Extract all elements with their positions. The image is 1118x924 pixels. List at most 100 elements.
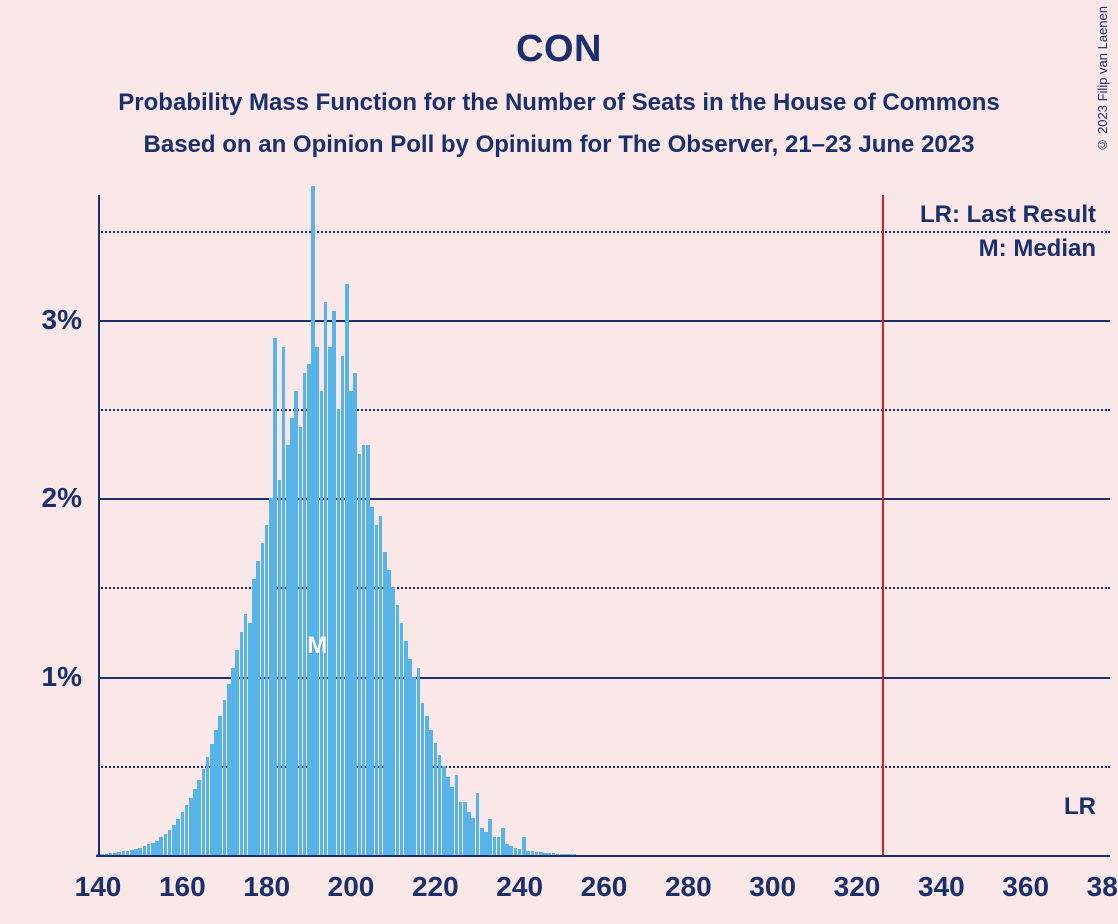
x-tick-label: 220 (412, 871, 459, 903)
pmf-bar (168, 830, 172, 855)
pmf-bar (286, 445, 290, 855)
pmf-bar (429, 730, 433, 855)
pmf-bar (294, 391, 298, 855)
pmf-bar (147, 844, 151, 855)
pmf-bar (362, 445, 366, 855)
pmf-bar (345, 284, 349, 855)
pmf-bar (421, 703, 425, 855)
last-result-label: LR (1064, 793, 1096, 821)
pmf-bar (383, 552, 387, 855)
pmf-bar (172, 825, 176, 855)
x-tick-label: 200 (328, 871, 375, 903)
chart-title: CON (0, 0, 1118, 71)
pmf-bar (164, 834, 168, 855)
pmf-bar (328, 347, 332, 855)
pmf-bar (311, 186, 315, 855)
pmf-bar (522, 837, 526, 855)
pmf-bar (269, 498, 273, 855)
pmf-bar (493, 837, 497, 855)
x-tick-label: 320 (834, 871, 881, 903)
pmf-bar (278, 480, 282, 855)
pmf-bar (315, 347, 319, 855)
legend-lr: LR: Last Result (920, 201, 1096, 229)
pmf-bar (391, 587, 395, 855)
pmf-bar (248, 623, 252, 855)
chart-area: LR: Last ResultM: MedianMLR 1%2%3%140160… (30, 195, 1110, 915)
pmf-bar (307, 364, 311, 855)
x-tick-label: 360 (1002, 871, 1049, 903)
y-tick-label: 1% (42, 661, 82, 693)
grid-minor (98, 231, 1110, 233)
grid-major (98, 498, 1110, 500)
chart-subtitle-2: Based on an Opinion Poll by Opinium for … (0, 131, 1118, 159)
pmf-bar (497, 837, 501, 855)
x-tick-label: 380 (1087, 871, 1118, 903)
pmf-bar (484, 832, 488, 855)
pmf-bar (303, 373, 307, 855)
pmf-bar (408, 659, 412, 855)
pmf-bar (143, 846, 147, 855)
pmf-bar (240, 632, 244, 855)
pmf-bar (261, 543, 265, 855)
pmf-bar (505, 844, 509, 855)
pmf-bar (434, 743, 438, 855)
pmf-bar (455, 775, 459, 855)
pmf-bar (442, 766, 446, 855)
pmf-bar (375, 525, 379, 855)
x-tick-label: 240 (496, 871, 543, 903)
pmf-bar (387, 570, 391, 855)
x-tick-label: 340 (918, 871, 965, 903)
pmf-bar (218, 716, 222, 855)
y-tick-label: 3% (42, 304, 82, 336)
pmf-bar (320, 391, 324, 855)
pmf-bar (185, 805, 189, 855)
pmf-bar (210, 744, 214, 855)
pmf-bar (159, 837, 163, 855)
pmf-bar (299, 427, 303, 855)
pmf-bar (366, 445, 370, 855)
pmf-bar (227, 684, 231, 855)
pmf-bar (282, 347, 286, 855)
grid-minor (98, 587, 1110, 589)
x-tick-label: 140 (75, 871, 122, 903)
x-tick-label: 260 (581, 871, 628, 903)
pmf-bar (450, 787, 454, 855)
pmf-bar (514, 848, 518, 855)
y-tick-label: 2% (42, 482, 82, 514)
chart-subtitle-1: Probability Mass Function for the Number… (0, 89, 1118, 117)
pmf-bar (471, 818, 475, 855)
pmf-bar (202, 769, 206, 855)
pmf-bar (332, 311, 336, 855)
pmf-bar (463, 802, 467, 856)
pmf-bar (349, 391, 353, 855)
pmf-bar (223, 700, 227, 855)
pmf-bar (358, 454, 362, 855)
pmf-bar (176, 819, 180, 855)
pmf-bar (214, 730, 218, 855)
pmf-bar (290, 418, 294, 855)
pmf-bar (231, 668, 235, 855)
pmf-bar (400, 623, 404, 855)
grid-minor (98, 409, 1110, 411)
pmf-bar (273, 338, 277, 855)
pmf-bar (244, 614, 248, 855)
pmf-bar (370, 507, 374, 855)
pmf-bar (438, 755, 442, 855)
x-tick-label: 300 (749, 871, 796, 903)
pmf-bar (425, 716, 429, 855)
pmf-bar (417, 668, 421, 855)
pmf-bar (353, 373, 357, 855)
pmf-bar (412, 677, 416, 855)
x-tick-label: 180 (243, 871, 290, 903)
last-result-line (882, 195, 884, 855)
pmf-bar (235, 650, 239, 855)
pmf-bar (501, 828, 505, 855)
pmf-bar (197, 780, 201, 855)
pmf-bar (467, 812, 471, 855)
pmf-bar (379, 516, 383, 855)
x-axis (96, 855, 1110, 857)
pmf-bar (138, 848, 142, 855)
pmf-bar (155, 841, 159, 855)
median-marker: M (307, 632, 327, 660)
pmf-bar (252, 579, 256, 855)
